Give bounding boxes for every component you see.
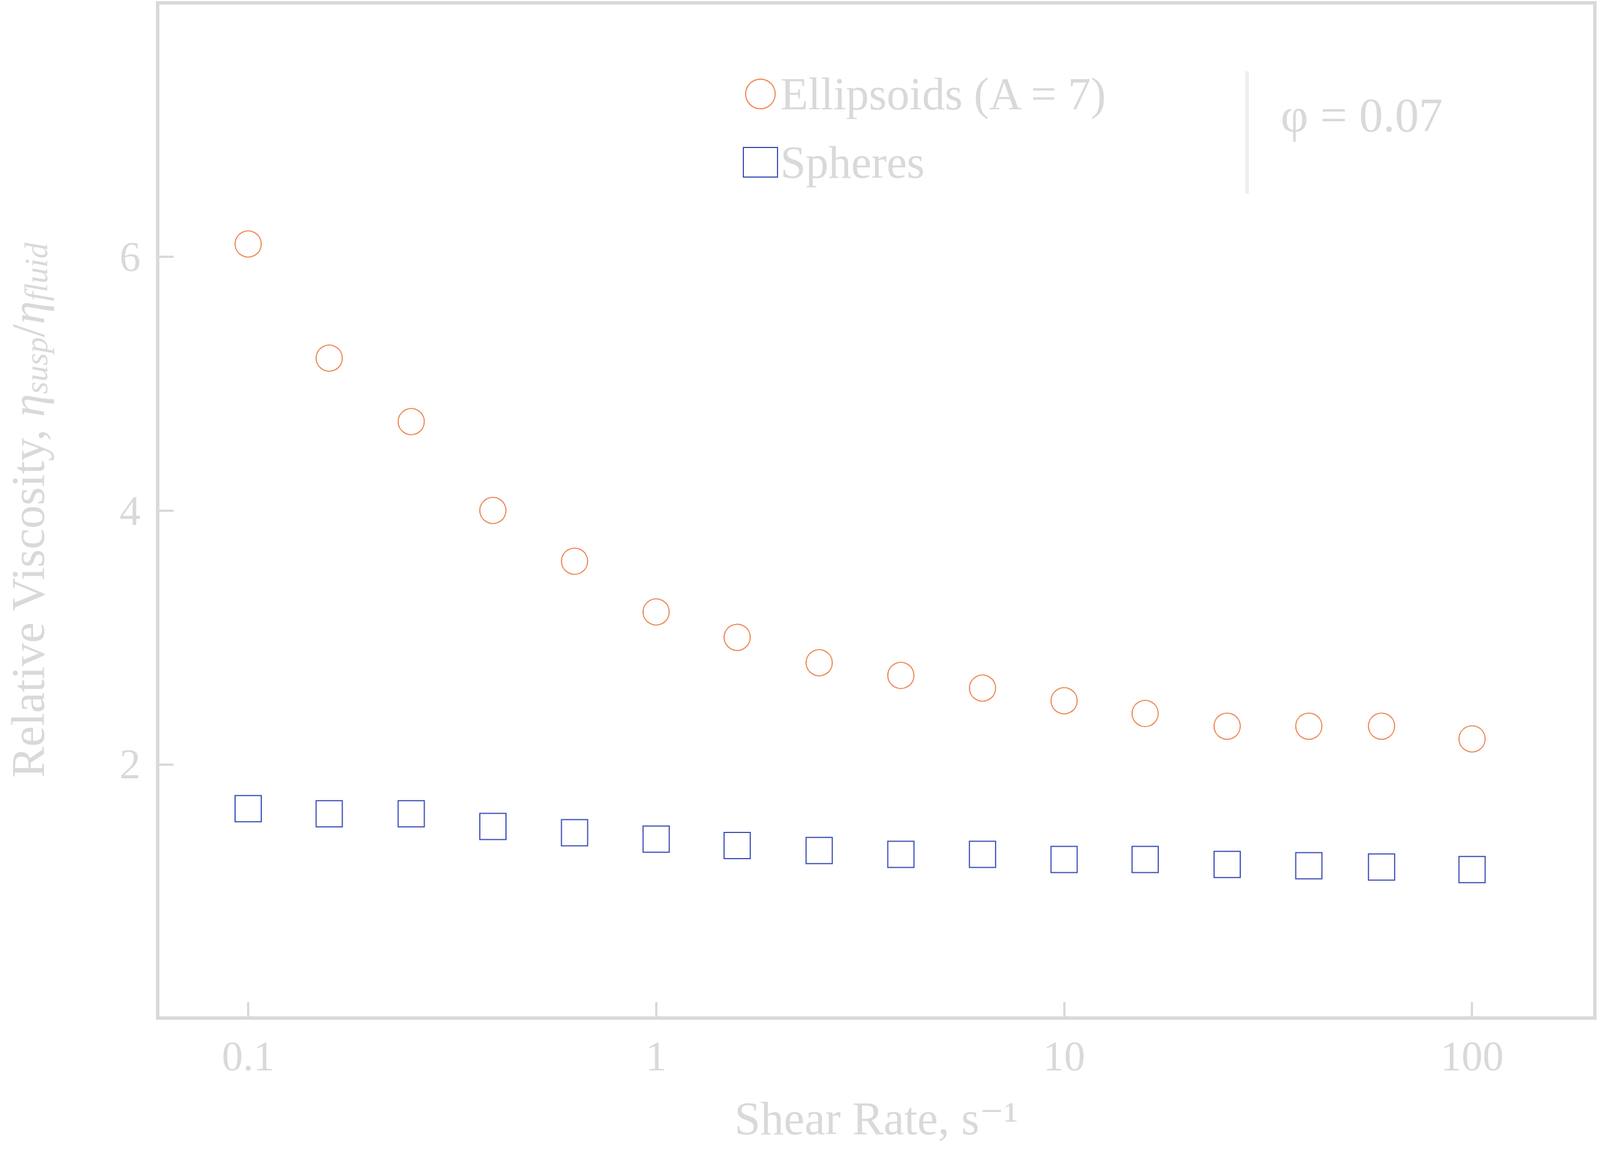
- svg-text:Relative Viscosity,: Relative Viscosity,: [2, 417, 55, 778]
- svg-text:susp: susp: [18, 336, 55, 394]
- svg-text:/: /: [2, 323, 55, 337]
- svg-text:1: 1: [645, 1032, 667, 1080]
- svg-text:0.1: 0.1: [221, 1032, 275, 1080]
- svg-text:η: η: [2, 393, 55, 418]
- svg-text:6: 6: [119, 233, 141, 281]
- svg-text:100: 100: [1440, 1032, 1504, 1080]
- svg-text:10: 10: [1042, 1032, 1085, 1080]
- svg-text:2: 2: [119, 740, 141, 788]
- svg-text:Ellipsoids (A = 7): Ellipsoids (A = 7): [780, 68, 1106, 120]
- svg-text:4: 4: [119, 487, 141, 534]
- svg-text:η: η: [2, 301, 55, 325]
- svg-text:fluid: fluid: [18, 241, 55, 302]
- svg-text:Shear Rate, s⁻¹: Shear Rate, s⁻¹: [734, 1092, 1018, 1145]
- svg-text:Spheres: Spheres: [780, 137, 925, 188]
- svg-text:φ = 0.07: φ = 0.07: [1280, 88, 1443, 142]
